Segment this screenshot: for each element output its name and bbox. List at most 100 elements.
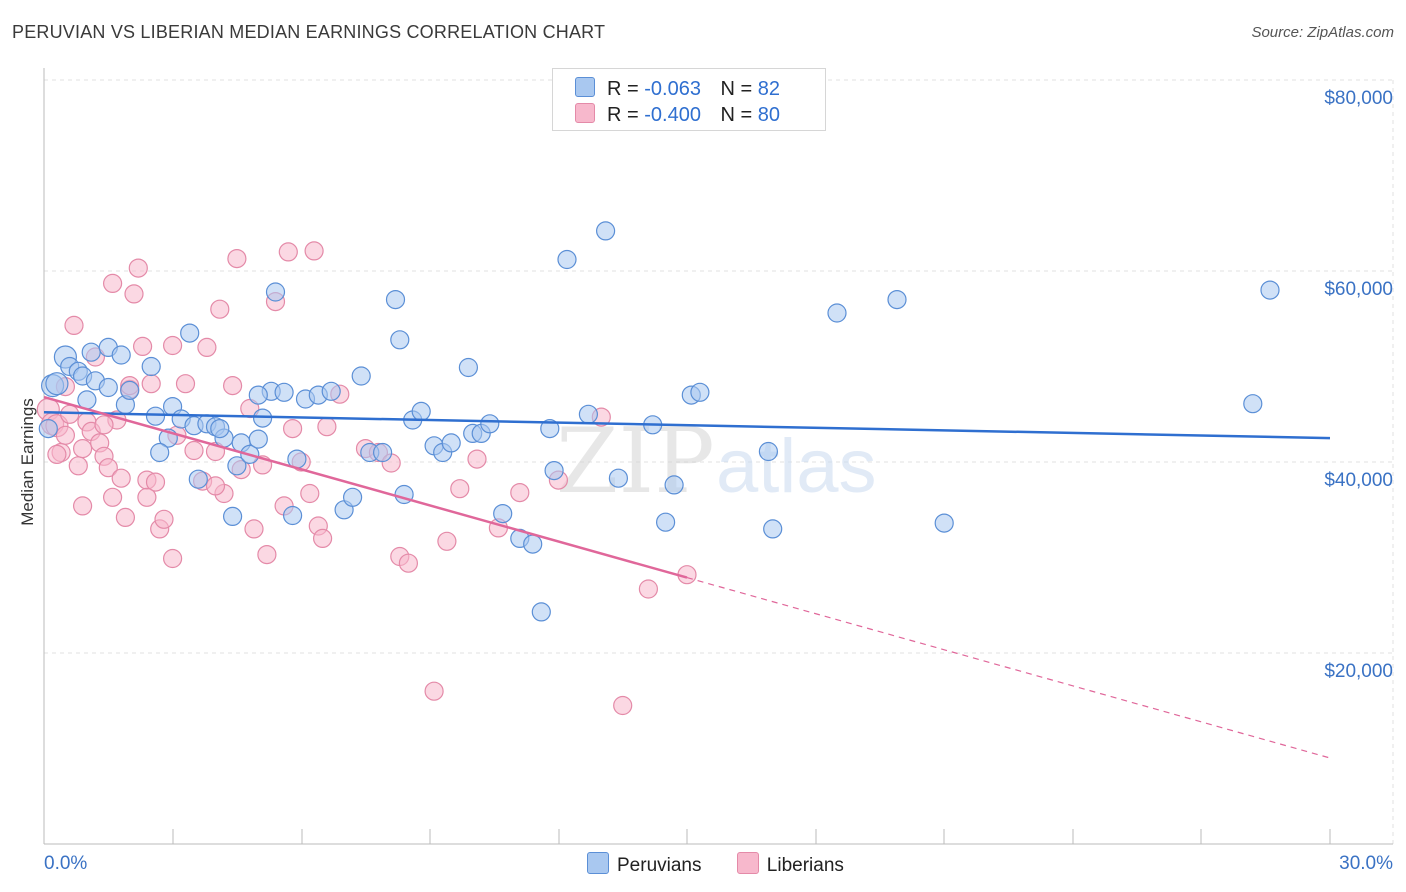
axes (43, 68, 1393, 845)
legend-item-peruvians[interactable]: Peruvians (587, 852, 702, 877)
liberian-point (111, 468, 131, 488)
r-value-peruvians: -0.063 (644, 78, 701, 100)
peruvian-point (111, 345, 131, 365)
r-value-liberians: -0.400 (644, 104, 701, 126)
peruvian-point (595, 221, 616, 241)
r-label: R = (607, 104, 639, 126)
peruvian-point (248, 429, 268, 449)
watermark-zip: ZIP (556, 409, 715, 514)
peruvian-point (664, 475, 684, 495)
peruvian-point (608, 468, 629, 488)
peruvian-point (441, 433, 461, 453)
liberian-point (210, 299, 230, 319)
peruvian-point (557, 249, 577, 270)
liberian-point (102, 273, 123, 293)
liberian-point (283, 419, 303, 439)
peruvian-point (180, 323, 200, 343)
liberian-point (72, 439, 93, 459)
liberian-point (398, 553, 418, 573)
liberian-point (317, 417, 337, 437)
peruvian-point (351, 366, 371, 386)
liberian-point (467, 449, 487, 469)
peruvian-point (45, 372, 69, 396)
peruvian-point (458, 357, 478, 378)
liberian-point (313, 528, 333, 549)
peruvian-point (1243, 394, 1263, 414)
peruvian-point (223, 506, 243, 527)
peruvian-point (655, 512, 676, 532)
n-label: N = (720, 78, 753, 100)
legend-label-liberians: Liberians (766, 855, 844, 876)
peruvian-point (283, 505, 303, 526)
liberian-point (60, 404, 80, 424)
liberian-point (450, 479, 470, 499)
liberian-point (145, 472, 166, 492)
peruvian-point (690, 382, 710, 402)
liberian-point (613, 695, 633, 716)
liberian-point (638, 579, 659, 599)
peruvian-point (763, 519, 783, 539)
y-tick-label-20000: $20,000 (1324, 661, 1393, 682)
n-label: N = (720, 104, 753, 126)
peruvian-points (38, 221, 1280, 622)
peruvian-point (411, 401, 431, 421)
trend-lines (43, 395, 1331, 759)
liberian-point (163, 335, 183, 356)
peruvian-point (343, 487, 363, 507)
liberian-point (137, 487, 157, 507)
watermark: ZIP atlas (556, 409, 877, 514)
liberian-trend-line (43, 395, 688, 579)
liberian-point (68, 456, 88, 476)
x-tick-marks (172, 829, 1331, 844)
n-value-peruvians: 82 (757, 78, 781, 100)
liberian-point (244, 519, 264, 539)
y-tick-label-40000: $40,000 (1324, 470, 1393, 491)
liberian-point (205, 476, 226, 496)
peruvian-swatch (575, 77, 595, 97)
source-credit: Source: ZipAtlas.com (1251, 24, 1394, 41)
chart-title: PERUVIAN VS LIBERIAN MEDIAN EARNINGS COR… (12, 22, 606, 42)
peruvian-point (531, 602, 551, 622)
peruvian-point (141, 356, 161, 377)
liberian-point (94, 415, 114, 435)
liberian-point (163, 548, 183, 569)
liberian-point (300, 483, 320, 504)
liberian-point (124, 284, 144, 304)
peruvian-point (1260, 280, 1280, 300)
peruvian-point (544, 461, 564, 481)
y-tick-labels: $80,000 $60,000 $40,000 $20,000 (1324, 88, 1393, 682)
legend-label-peruvians: Peruvians (617, 855, 702, 876)
peruvian-point (523, 534, 543, 554)
liberian-point (223, 376, 243, 396)
peruvian-point (540, 419, 560, 439)
peruvian-point (210, 419, 230, 439)
peruvian-point (934, 513, 954, 533)
liberian-swatch (575, 103, 595, 123)
peruvian-point (887, 290, 907, 310)
n-value-liberians: 80 (757, 104, 781, 126)
legend-item-liberians[interactable]: Liberians (736, 852, 844, 877)
liberian-point (304, 241, 324, 261)
liberian-point (175, 374, 196, 394)
peruvian-point (98, 377, 118, 398)
liberian-point (128, 258, 148, 278)
liberian-trend-line-extrapolated (686, 577, 1331, 759)
peruvian-point (827, 303, 847, 323)
x-tick-label-max: 30.0% (1339, 853, 1393, 874)
y-tick-label-80000: $80,000 (1324, 88, 1393, 109)
y-axis-label: Median Earnings (18, 398, 37, 526)
legend-row-liberians: R = -0.400 N = 80 (575, 103, 780, 127)
watermark-atlas: atlas (716, 424, 877, 509)
liberian-point (184, 440, 204, 461)
peruvian-point (188, 469, 208, 489)
peruvian-point (373, 442, 393, 463)
liberian-point (154, 509, 174, 529)
r-label: R = (607, 78, 639, 100)
series-legend: Peruvians Liberians (587, 852, 874, 877)
liberian-point (55, 425, 76, 445)
peruvian-point (480, 414, 500, 434)
peruvian-point (274, 382, 294, 402)
peruvian-point (38, 419, 58, 439)
liberian-point (278, 242, 298, 262)
